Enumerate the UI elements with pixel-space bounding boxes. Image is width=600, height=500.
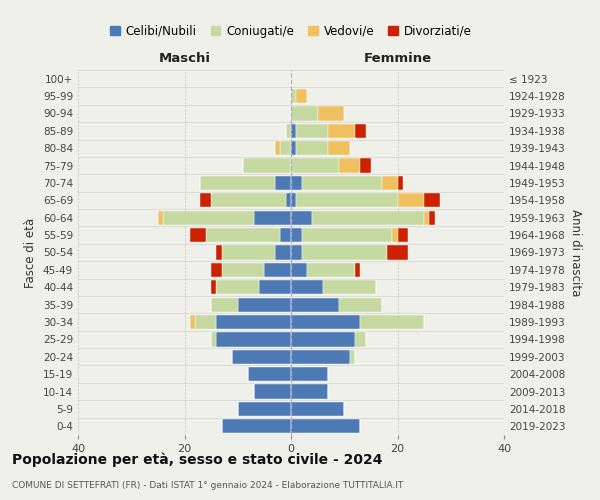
Bar [286,124,291,138]
Bar [200,193,211,208]
Bar [232,350,291,364]
Bar [296,141,328,156]
Bar [291,332,355,346]
Bar [392,228,398,242]
Bar [222,419,291,434]
Bar [291,89,296,103]
Legend: Celibi/Nubili, Coniugati/e, Vedovi/e, Divorziati/e: Celibi/Nubili, Coniugati/e, Vedovi/e, Di… [107,21,475,41]
Text: Maschi: Maschi [158,52,211,65]
Text: COMUNE DI SETTEFRATI (FR) - Dati ISTAT 1° gennaio 2024 - Elaborazione TUTTITALIA: COMUNE DI SETTEFRATI (FR) - Dati ISTAT 1… [12,481,403,490]
Y-axis label: Anni di nascita: Anni di nascita [569,209,582,296]
Bar [259,280,291,294]
Bar [424,193,440,208]
Bar [217,315,291,329]
Bar [398,193,424,208]
Bar [291,210,313,225]
Bar [158,210,163,225]
Bar [286,193,291,208]
Bar [307,263,355,277]
Bar [254,384,291,398]
Bar [217,246,222,260]
Bar [291,315,360,329]
Bar [243,158,291,172]
Bar [163,210,254,225]
Bar [291,193,296,208]
Bar [350,350,355,364]
Bar [355,263,360,277]
Bar [248,367,291,382]
Bar [355,332,365,346]
Bar [280,228,291,242]
Bar [254,210,291,225]
Bar [291,263,307,277]
Bar [190,315,195,329]
Bar [317,106,344,120]
Bar [360,315,424,329]
Bar [211,298,238,312]
Bar [387,246,408,260]
Text: Femmine: Femmine [364,52,431,65]
Bar [296,89,307,103]
Bar [382,176,398,190]
Bar [355,124,365,138]
Bar [217,280,259,294]
Bar [339,298,382,312]
Bar [291,280,323,294]
Bar [211,263,222,277]
Text: Popolazione per età, sesso e stato civile - 2024: Popolazione per età, sesso e stato civil… [12,452,383,467]
Bar [291,106,317,120]
Bar [291,298,339,312]
Bar [222,263,265,277]
Bar [291,158,339,172]
Bar [291,350,350,364]
Bar [430,210,435,225]
Bar [424,210,430,225]
Bar [398,176,403,190]
Bar [323,280,376,294]
Bar [291,367,328,382]
Bar [302,228,392,242]
Bar [200,176,275,190]
Bar [313,210,424,225]
Bar [222,246,275,260]
Bar [291,246,302,260]
Bar [291,228,302,242]
Bar [339,158,360,172]
Bar [360,158,371,172]
Bar [275,141,280,156]
Bar [291,141,296,156]
Bar [291,176,302,190]
Bar [398,228,408,242]
Bar [190,228,206,242]
Bar [265,263,291,277]
Bar [211,193,286,208]
Bar [211,332,217,346]
Bar [328,141,350,156]
Bar [275,176,291,190]
Bar [291,419,360,434]
Bar [291,384,328,398]
Bar [302,176,382,190]
Bar [302,246,387,260]
Bar [211,280,217,294]
Bar [291,402,344,416]
Bar [296,124,328,138]
Bar [238,298,291,312]
Bar [291,124,296,138]
Bar [217,332,291,346]
Bar [275,246,291,260]
Bar [280,141,291,156]
Y-axis label: Fasce di età: Fasce di età [25,218,37,288]
Bar [296,193,398,208]
Bar [206,228,280,242]
Bar [328,124,355,138]
Bar [238,402,291,416]
Bar [195,315,217,329]
